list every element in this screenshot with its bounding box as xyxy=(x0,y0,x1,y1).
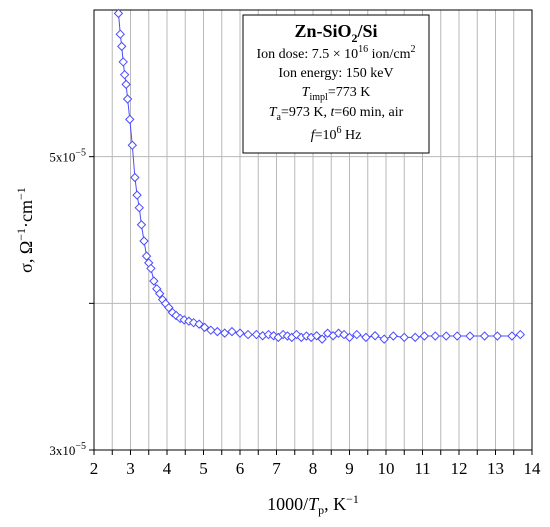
data-point-marker xyxy=(141,251,152,261)
x-tick-label: 5 xyxy=(199,459,208,478)
data-point-marker xyxy=(317,334,327,344)
x-tick-label: 11 xyxy=(414,459,430,478)
data-point-marker xyxy=(430,331,440,341)
x-tick-label: 10 xyxy=(378,459,395,478)
data-point-marker xyxy=(361,332,371,343)
data-point-marker xyxy=(235,328,245,338)
data-point-marker xyxy=(125,114,135,125)
data-point-marker xyxy=(344,332,355,343)
data-point-marker xyxy=(388,331,399,341)
data-point-marker xyxy=(119,69,130,80)
data-point-marker xyxy=(452,331,462,341)
data-point-marker xyxy=(121,79,131,90)
data-point-marker xyxy=(379,334,389,344)
x-axis-ticks: 2 3 4 5 6 7 8 9 10 11 12 13 14 xyxy=(90,450,541,478)
legend-line: Ion energy: 150 keV xyxy=(278,66,393,81)
data-point-marker xyxy=(479,331,490,341)
data-point-marker xyxy=(492,331,503,341)
data-point-marker xyxy=(370,331,380,341)
data-point-marker xyxy=(154,288,165,299)
x-tick-label: 6 xyxy=(236,459,245,478)
x-tick-label: 3 xyxy=(126,459,135,478)
data-point-marker xyxy=(206,325,216,335)
data-point-marker xyxy=(139,236,149,246)
data-point-marker xyxy=(399,332,409,343)
x-tick-label: 2 xyxy=(90,459,99,478)
data-series xyxy=(113,8,526,344)
x-tick-label: 8 xyxy=(309,459,318,478)
data-point-marker xyxy=(419,331,430,341)
data-point-marker xyxy=(130,172,140,183)
legend-line: f=106 Hz xyxy=(311,125,362,143)
data-point-marker xyxy=(352,329,362,340)
x-tick-label: 14 xyxy=(524,459,542,478)
data-point-marker xyxy=(507,331,517,341)
data-point-marker xyxy=(146,263,156,274)
data-point-marker xyxy=(134,202,144,213)
data-point-marker xyxy=(441,331,451,341)
data-point-marker xyxy=(113,8,124,19)
x-tick-label: 4 xyxy=(163,459,172,478)
data-point-marker xyxy=(199,322,210,333)
data-point-marker xyxy=(117,41,127,52)
data-point-marker xyxy=(251,329,262,340)
x-tick-label: 12 xyxy=(451,459,468,478)
legend-line: Timpl=773 K xyxy=(302,85,371,103)
data-point-marker xyxy=(410,332,420,343)
y-axis-label: σ, Ω−1·cm−1 xyxy=(14,187,36,273)
data-point-marker xyxy=(219,328,230,338)
x-tick-label: 9 xyxy=(345,459,354,478)
y-tick-label: 5x10−5 xyxy=(49,148,86,165)
data-point-marker xyxy=(243,329,253,340)
x-tick-label: 13 xyxy=(487,459,504,478)
axis-labels: 1000/Tp, K−1 σ, Ω−1·cm−1 xyxy=(14,187,359,517)
data-point-marker xyxy=(465,331,475,341)
data-point-marker xyxy=(127,140,138,150)
data-point-marker xyxy=(122,94,133,104)
x-axis-label: 1000/Tp, K−1 xyxy=(267,492,359,517)
data-point-marker xyxy=(227,326,237,337)
legend-line: Ta=973 K, t=60 min, air xyxy=(269,105,404,123)
y-tick-label: 3x10−5 xyxy=(49,441,86,458)
legend-line: Zn-SiO2/Si xyxy=(294,21,377,45)
legend-frame xyxy=(242,14,430,154)
legend-line: Ion dose: 7.5 × 1016 ion/cm2 xyxy=(257,44,416,62)
data-point-marker xyxy=(311,331,322,341)
data-point-marker xyxy=(515,329,526,340)
data-point-marker xyxy=(149,276,159,286)
data-point-marker xyxy=(118,57,128,67)
y-axis-ticks: 5x10−5 3x10−5 xyxy=(49,148,94,458)
data-point-marker xyxy=(136,220,147,230)
data-point-marker xyxy=(115,29,125,39)
data-point-marker xyxy=(212,326,223,337)
data-point-marker xyxy=(132,190,142,200)
x-tick-label: 7 xyxy=(272,459,281,478)
